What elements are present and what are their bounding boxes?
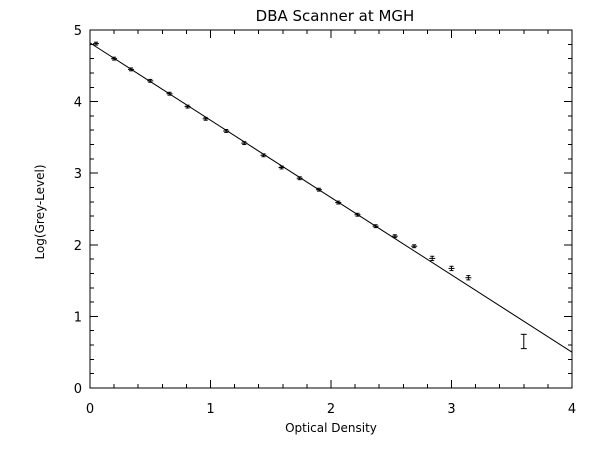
data-point — [241, 141, 248, 146]
y-axis-label: Log(Grey-Level) — [33, 164, 47, 259]
data-point — [184, 104, 191, 109]
data-point — [335, 200, 342, 205]
chart-title: DBA Scanner at MGH — [256, 7, 415, 25]
y-tick-label: 2 — [74, 239, 82, 254]
data-point — [465, 275, 472, 281]
fit-line — [89, 42, 573, 353]
data-point — [127, 67, 134, 72]
data-point — [93, 41, 100, 46]
ticks: 0 1 2 3 4 0 1 2 3 4 5 — [74, 24, 576, 417]
data-point — [147, 78, 154, 83]
data-point — [429, 255, 436, 262]
x-axis-label: Optical Density — [285, 421, 377, 435]
x-tick-label: 1 — [206, 402, 214, 417]
data-point — [391, 234, 398, 239]
data-point — [111, 56, 118, 61]
data-point — [411, 244, 418, 249]
data-point — [448, 265, 455, 272]
data-point — [354, 212, 361, 217]
data-point — [315, 187, 322, 192]
data-point — [166, 91, 173, 96]
data-point — [260, 153, 267, 158]
y-tick-label: 0 — [74, 382, 82, 397]
data-points — [93, 41, 472, 281]
data-point — [202, 116, 209, 121]
data-point — [223, 129, 230, 133]
x-tick-label: 4 — [568, 402, 576, 417]
y-tick-label: 3 — [74, 167, 82, 182]
y-tick-label: 1 — [74, 310, 82, 325]
y-tick-label: 5 — [74, 24, 82, 39]
data-point — [278, 165, 285, 170]
y-tick-label: 4 — [74, 96, 82, 111]
plot-border — [89, 29, 573, 389]
data-point — [372, 224, 379, 229]
x-tick-label: 3 — [447, 402, 455, 417]
x-tick-label: 0 — [86, 402, 94, 417]
x-tick-label: 2 — [327, 402, 335, 417]
sample-errorbar — [520, 333, 527, 350]
data-point — [296, 176, 303, 181]
